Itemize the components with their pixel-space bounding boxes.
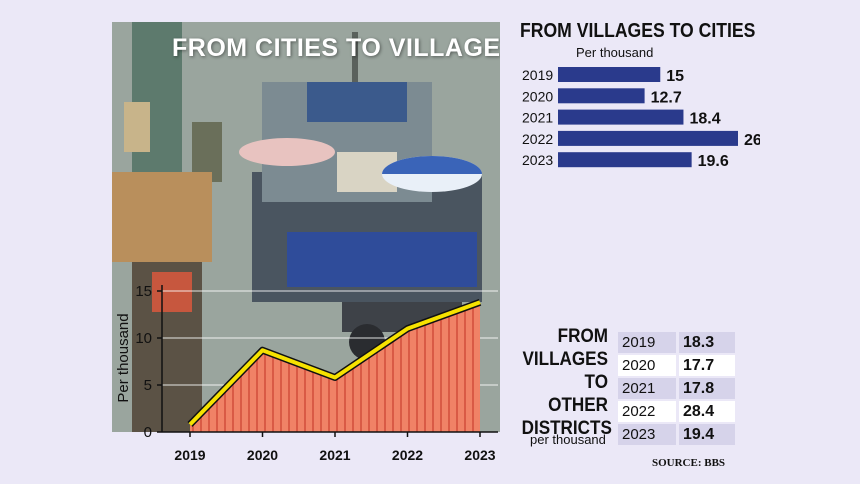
- districts-title-line: TO OTHER: [548, 372, 608, 416]
- districts-table: 2019 18.3 2020 17.7 2021 17.8 2022 28.4 …: [618, 330, 735, 447]
- table-year-cell: 2020: [618, 355, 679, 376]
- bar-value-label: 15: [666, 68, 684, 85]
- y-tick-label: 5: [144, 377, 152, 394]
- x-tick-label: 2019: [174, 447, 205, 463]
- bar-category-label: 2020: [522, 88, 553, 104]
- bar-value-label: 12.7: [651, 89, 682, 106]
- districts-unit: per thousand: [530, 432, 606, 447]
- bar-category-label: 2019: [522, 67, 553, 83]
- bar-value-label: 18.4: [689, 111, 720, 128]
- table-year-cell: 2022: [618, 401, 679, 422]
- districts-title-line: DISTRICTS: [521, 418, 612, 439]
- series-line: [188, 300, 481, 426]
- table-row: 2019 18.3: [618, 332, 735, 353]
- table-year-cell: 2021: [618, 378, 679, 399]
- bar-category-label: 2023: [522, 152, 553, 168]
- source-note: SOURCE: BBS: [652, 457, 726, 469]
- truck-photo-illustration: [112, 22, 500, 432]
- districts-title-line: VILLAGES: [522, 349, 608, 370]
- y-tick-label: 0: [144, 424, 152, 441]
- table-row: 2020 17.7: [618, 355, 735, 376]
- bar: [558, 88, 645, 104]
- bar: [558, 130, 738, 146]
- area-fill: [190, 302, 480, 432]
- bar-category-label: 2022: [522, 131, 553, 147]
- x-tick-label: 2023: [464, 447, 495, 463]
- bar-chart-title: FROM VILLAGES TO CITIES: [520, 20, 756, 42]
- table-row: 2023 19.4: [618, 424, 735, 445]
- y-tick-label: 15: [135, 283, 152, 300]
- table-value-cell: 17.7: [679, 355, 735, 376]
- table-value-cell: 17.8: [679, 378, 735, 399]
- table-value-cell: 18.3: [679, 332, 735, 353]
- table-value-cell: 28.4: [679, 401, 735, 422]
- table-value-cell: 19.4: [679, 424, 735, 445]
- bar-value-label: 19.6: [698, 153, 729, 170]
- table-row: 2021 17.8: [618, 378, 735, 399]
- y-axis-label: Per thousand: [115, 313, 132, 402]
- table-year-cell: 2023: [618, 424, 679, 445]
- y-tick-label: 10: [135, 330, 152, 347]
- bar-value-label: 26.4: [744, 132, 760, 149]
- background-photo: FROM CITIES TO VILLAGES: [112, 22, 500, 432]
- photo-title: FROM CITIES TO VILLAGES: [172, 34, 500, 62]
- bar-chart: 2019 15 2020 12.7 2021 18.4 2022 26.4 2023 19.6: [522, 67, 760, 170]
- bar: [558, 152, 692, 168]
- x-tick-label: 2022: [392, 447, 423, 463]
- bar: [558, 109, 684, 125]
- bar: [558, 67, 661, 82]
- bar-category-label: 2021: [522, 110, 553, 126]
- table-row: 2022 28.4: [618, 401, 735, 422]
- x-tick-label: 2021: [319, 447, 350, 463]
- table-year-cell: 2019: [618, 332, 679, 353]
- x-tick-label: 2020: [247, 447, 278, 463]
- bar-chart-subtitle: Per thousand: [576, 45, 654, 60]
- districts-title-line: FROM: [557, 326, 608, 347]
- districts-title: FROM VILLAGES TO OTHER DISTRICTS: [521, 325, 612, 440]
